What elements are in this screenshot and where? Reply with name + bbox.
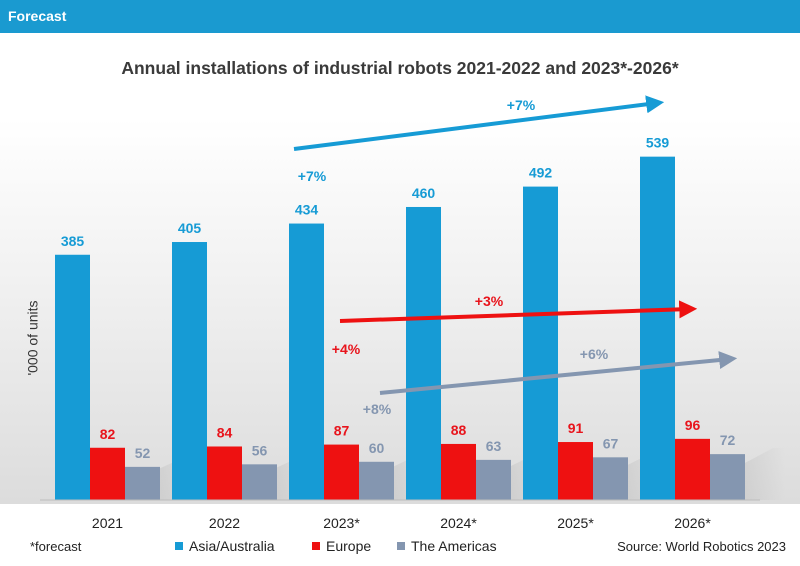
legend-swatch-asia — [175, 542, 183, 550]
data-label-europe-2026: 96 — [685, 417, 701, 433]
data-label-asia-australia-2025: 492 — [529, 165, 553, 181]
data-label-the-americas-2024: 63 — [486, 438, 502, 454]
bar-asia-australia-2026 — [640, 156, 675, 501]
chart-title: Annual installations of industrial robot… — [121, 58, 679, 78]
data-label-the-americas-2025: 67 — [603, 435, 619, 451]
data-label-the-americas-2023: 60 — [369, 440, 385, 456]
x-tick-label-2023: 2023* — [323, 515, 360, 531]
legend-label-europe: Europe — [326, 538, 372, 554]
data-label-europe-2021: 82 — [100, 426, 116, 442]
header-bar: Forecast — [0, 0, 800, 33]
bar-europe-2023 — [324, 444, 359, 500]
growth-arrow-the-americas — [379, 351, 738, 395]
bar-the-americas-2024 — [476, 459, 511, 500]
data-label-asia-australia-2021: 385 — [61, 233, 85, 249]
bar-europe-2026 — [675, 438, 710, 500]
x-tick-label-2021: 2021 — [92, 515, 123, 531]
bar-the-americas-2022 — [242, 464, 277, 500]
x-tick-label-2024: 2024* — [440, 515, 477, 531]
bar-asia-australia-2022 — [172, 242, 207, 500]
legend-item-europe: Europe — [312, 538, 371, 554]
growth-arrow-asia-australia — [293, 95, 665, 151]
legend-item-asia: Asia/Australia — [175, 538, 275, 554]
bar-the-americas-2021 — [125, 466, 160, 500]
growth-label-the-americas-side: +8% — [363, 401, 392, 417]
bar-asia-australia-2025 — [523, 186, 558, 500]
data-label-the-americas-2022: 56 — [252, 442, 268, 458]
forecast-note: *forecast — [30, 539, 82, 554]
data-label-asia-australia-2023: 434 — [295, 202, 319, 218]
data-label-the-americas-2026: 72 — [720, 432, 736, 448]
data-label-europe-2023: 87 — [334, 423, 350, 439]
data-label-europe-2022: 84 — [217, 424, 233, 440]
growth-label-asia-australia-side: +7% — [298, 168, 327, 184]
data-label-asia-australia-2026: 539 — [646, 135, 670, 151]
header-title: Forecast — [8, 8, 67, 24]
growth-label-europe-arrow: +3% — [475, 293, 504, 309]
bar-europe-2025 — [558, 442, 593, 500]
growth-label-the-americas-arrow: +6% — [580, 346, 609, 362]
legend-item-americas: The Americas — [397, 538, 497, 554]
x-tick-label-2025: 2025* — [557, 515, 594, 531]
bar-the-americas-2026 — [710, 454, 745, 500]
growth-arrow-europe — [339, 300, 698, 323]
bar-asia-australia-2021 — [55, 254, 90, 500]
bar-the-americas-2025 — [593, 457, 628, 500]
legend-swatch-americas — [397, 542, 405, 550]
source-note: Source: World Robotics 2023 — [617, 539, 786, 554]
bar-asia-australia-2023 — [289, 223, 324, 501]
x-tick-label-2026: 2026* — [674, 515, 711, 531]
bar-the-americas-2023 — [359, 461, 394, 500]
data-label-asia-australia-2022: 405 — [178, 220, 202, 236]
legend-swatch-europe — [312, 542, 320, 550]
x-tick-label-2022: 2022 — [209, 515, 240, 531]
data-label-asia-australia-2024: 460 — [412, 185, 436, 201]
bar-europe-2021 — [90, 447, 125, 500]
bar-europe-2024 — [441, 443, 476, 500]
growth-label-asia-australia-arrow: +7% — [507, 97, 536, 113]
data-label-europe-2025: 91 — [568, 420, 584, 436]
data-label-the-americas-2021: 52 — [135, 445, 151, 461]
bar-europe-2022 — [207, 446, 242, 500]
legend-label-asia: Asia/Australia — [189, 538, 275, 554]
data-label-europe-2024: 88 — [451, 422, 467, 438]
bar-asia-australia-2024 — [406, 206, 441, 501]
growth-label-europe-side: +4% — [332, 341, 361, 357]
legend-label-americas: The Americas — [411, 538, 497, 554]
